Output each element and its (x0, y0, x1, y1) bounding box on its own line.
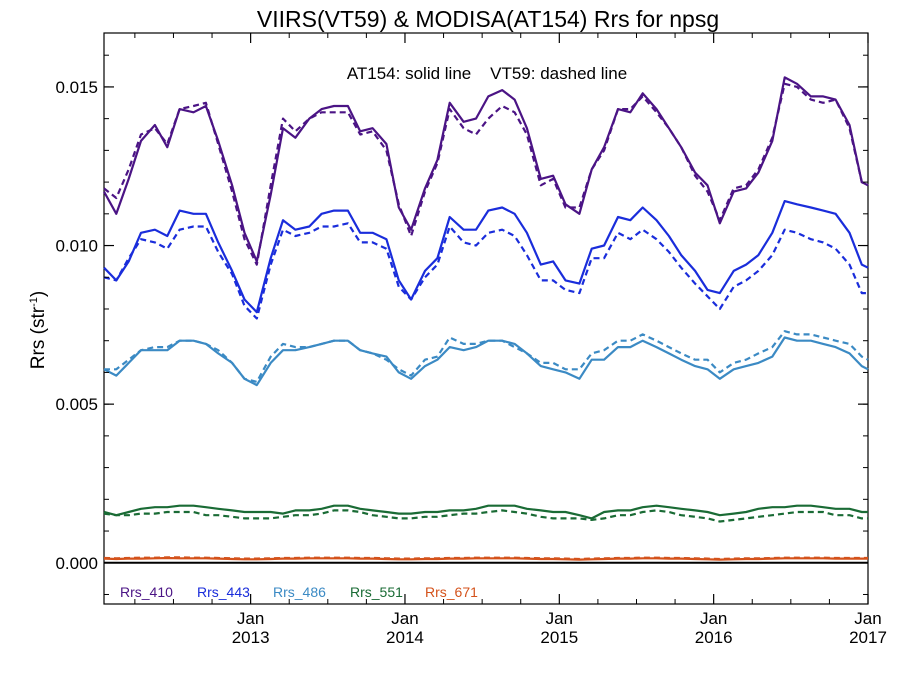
line-style-annotation: AT154: solid line VT59: dashed line (347, 64, 627, 83)
x-tick-label-year: 2014 (386, 628, 424, 647)
x-tick-label-month: Jan (700, 609, 727, 628)
x-tick-label-year: 2013 (232, 628, 270, 647)
axes-layer: 0.0000.0050.0100.015Jan2013Jan2014Jan201… (55, 33, 887, 647)
series-rrs-486-dashed (104, 330, 869, 383)
x-tick-label-year: 2017 (849, 628, 887, 647)
x-tick-label-month: Jan (237, 609, 264, 628)
legend-entry: Rrs_410 (120, 584, 173, 600)
series-rrs-671-solid (103, 556, 868, 561)
x-tick-label-month: Jan (854, 609, 881, 628)
series-rrs-551-solid (103, 504, 868, 520)
series-rrs-410-solid (103, 76, 869, 263)
y-tick-label: 0.000 (55, 554, 98, 573)
series-rrs-410-dashed (103, 82, 869, 266)
x-tick-label-month: Jan (546, 609, 573, 628)
series-rrs-443-dashed (103, 222, 868, 320)
chart-title: VIIRS(VT59) & MODISA(AT154) Rrs for npsg (257, 6, 719, 32)
series-rrs-486-solid (103, 336, 869, 387)
series-layer (103, 76, 869, 561)
y-tick-label: 0.010 (55, 237, 98, 256)
legend-entry: Rrs_551 (350, 584, 403, 600)
legend: Rrs_410 Rrs_443 Rrs_486 Rrs_551 Rrs_671 (120, 584, 478, 600)
legend-entry: Rrs_671 (425, 584, 478, 600)
legend-entry: Rrs_486 (273, 584, 326, 600)
y-tick-label: 0.005 (55, 395, 98, 414)
series-rrs-443-solid (103, 200, 869, 314)
series-rrs-551-dashed (103, 509, 868, 523)
y-tick-label: 0.015 (55, 78, 98, 97)
x-tick-label-month: Jan (391, 609, 418, 628)
legend-entry: Rrs_443 (197, 584, 250, 600)
x-tick-label-year: 2016 (695, 628, 733, 647)
plot-frame (103, 32, 869, 605)
y-axis-label: Rrs (str-1) (28, 291, 49, 369)
x-tick-label-year: 2015 (540, 628, 578, 647)
